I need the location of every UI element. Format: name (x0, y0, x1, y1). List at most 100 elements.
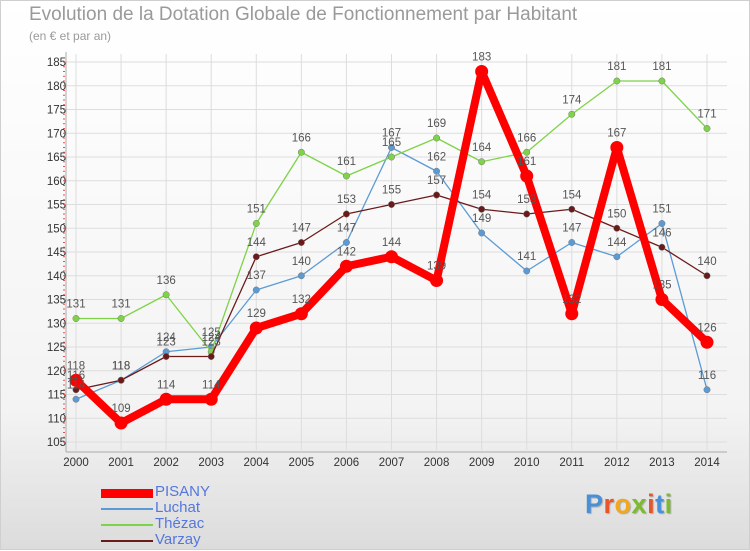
data-label-luchat: 147 (562, 223, 581, 235)
point-varzay (523, 210, 531, 218)
point-pisany (204, 392, 218, 406)
data-label-thézac: 136 (157, 275, 176, 287)
legend-item-luchat: Luchat (101, 500, 301, 517)
x-tick-label: 2011 (559, 457, 584, 469)
data-label-luchat: 149 (472, 213, 491, 225)
series-layer (69, 65, 714, 430)
point-pisany (520, 169, 534, 183)
point-varzay (207, 353, 215, 360)
point-pisany (339, 259, 353, 273)
data-label-thézac: 181 (607, 61, 626, 73)
point-varzay (613, 224, 621, 232)
data-label-luchat: 137 (247, 270, 266, 282)
y-tick-label: 130 (47, 318, 66, 330)
data-label-luchat: 118 (112, 360, 130, 372)
point-pisany (655, 293, 669, 306)
data-label-luchat: 141 (517, 251, 536, 263)
point-varzay (658, 243, 666, 251)
data-label-varzay: 150 (607, 208, 626, 220)
y-tick-label: 165 (47, 152, 66, 164)
point-pisany (475, 65, 489, 78)
point-luchat (433, 167, 441, 175)
data-label-luchat: 125 (202, 327, 221, 339)
legend-swatch (101, 489, 153, 498)
data-label-varzay: 155 (382, 185, 401, 197)
point-varzay (388, 201, 395, 208)
legend-item-pisany: PISANY (101, 484, 301, 501)
point-thézac (342, 172, 350, 180)
data-label-varzay: 146 (652, 227, 671, 239)
data-label-thézac: 181 (652, 61, 671, 73)
y-tick-label: 150 (47, 223, 66, 235)
point-varzay (252, 253, 260, 261)
y-tick-label: 105 (47, 437, 66, 449)
point-luchat (252, 286, 260, 294)
point-luchat (613, 253, 621, 261)
point-pisany (159, 392, 173, 406)
chart-subtitle: (en € et par an) (29, 29, 112, 43)
point-thézac (523, 148, 531, 156)
data-label-varzay: 157 (427, 175, 446, 187)
y-tick-label: 110 (48, 413, 66, 425)
point-luchat (388, 144, 395, 151)
point-pisany (294, 307, 308, 321)
point-thézac (433, 134, 441, 142)
point-varzay (478, 205, 486, 213)
x-tick-label: 2003 (198, 457, 224, 469)
data-label-luchat: 116 (698, 370, 716, 382)
data-label-luchat: 151 (652, 204, 671, 216)
point-thézac (72, 315, 80, 322)
point-varzay (117, 376, 125, 384)
y-tick-label: 125 (47, 342, 66, 354)
y-tick-label: 175 (47, 105, 66, 117)
x-tick-label: 2002 (153, 457, 179, 469)
data-label-varzay: 154 (562, 189, 582, 201)
point-luchat (72, 395, 80, 403)
y-tick-label: 140 (47, 271, 66, 283)
legend-label: Varzay (155, 531, 201, 548)
data-label-pisany: 139 (427, 261, 446, 273)
grid (66, 54, 727, 450)
x-tick-label: 2004 (243, 457, 269, 469)
y-tick-label: 160 (47, 176, 66, 188)
point-thézac (478, 158, 486, 166)
data-label-varzay: 153 (517, 194, 536, 206)
data-label-thézac: 165 (382, 137, 401, 149)
data-label-thézac: 164 (472, 142, 492, 154)
legend-swatch (101, 508, 153, 510)
data-label-pisany: 132 (292, 294, 311, 306)
data-label-thézac: 166 (517, 132, 536, 144)
point-thézac (658, 77, 666, 85)
x-tick-label: 2008 (424, 457, 450, 469)
y-tick-label: 120 (47, 366, 66, 378)
x-tick-label: 2005 (289, 457, 315, 469)
data-label-thézac: 174 (562, 94, 582, 106)
y-tick-label: 180 (47, 81, 66, 93)
point-varzay (342, 210, 350, 218)
data-label-thézac: 166 (292, 132, 311, 144)
data-label-pisany: 144 (382, 237, 402, 249)
point-pisany (249, 321, 263, 335)
data-label-varzay: 154 (472, 189, 492, 201)
proxiti-logo: Proxiti (585, 489, 673, 519)
data-label-thézac: 169 (427, 118, 446, 130)
x-tick-label: 2000 (63, 457, 89, 469)
data-label-thézac: 161 (337, 156, 356, 168)
data-label-luchat: 144 (607, 237, 627, 249)
point-pisany (700, 335, 714, 349)
data-label-pisany: 118 (67, 360, 85, 372)
point-thézac (252, 220, 260, 227)
point-thézac (388, 153, 395, 161)
x-tick-label: 2013 (649, 457, 675, 469)
data-label-thézac: 171 (697, 109, 716, 121)
data-label-luchat: 162 (427, 151, 446, 163)
y-tick-label: 170 (47, 128, 66, 140)
data-label-pisany: 142 (337, 246, 356, 258)
data-label-thézac: 131 (66, 299, 85, 311)
data-label-thézac: 124 (202, 332, 222, 344)
data-label-pisany: 161 (517, 156, 536, 168)
point-luchat (658, 220, 666, 227)
